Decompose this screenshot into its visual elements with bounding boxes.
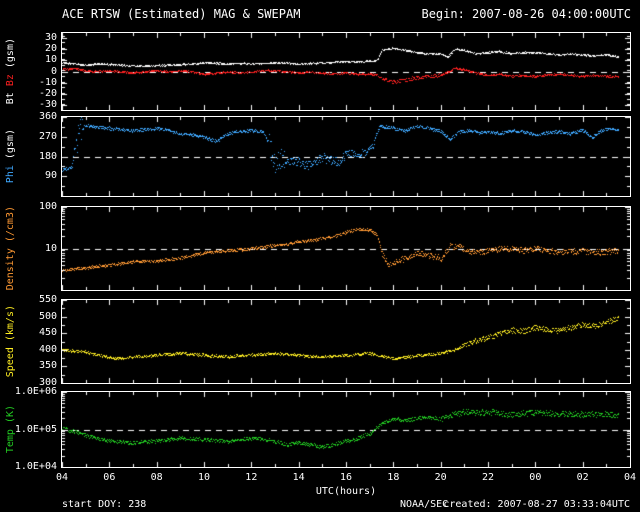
x-tick-label: 04 xyxy=(623,472,637,483)
y-tick-label: 450 xyxy=(38,327,57,339)
begin-timestamp: Begin: 2007-08-26 04:00:00UTC xyxy=(421,7,631,21)
y-tick-label: 500 xyxy=(38,310,57,322)
y-tick-label: 350 xyxy=(38,360,57,372)
x-tick-label: 18 xyxy=(387,472,400,483)
x-tick-label: 20 xyxy=(434,472,447,483)
y-tick-label: 0 xyxy=(50,65,57,77)
y-tick-label: 1.0E+04 xyxy=(14,461,57,472)
y-tick-label: 360 xyxy=(38,111,57,122)
y-tick-label: 100 xyxy=(38,201,57,212)
panel-speed-canvas xyxy=(62,300,630,383)
y-tick-label: 10 xyxy=(44,54,57,66)
y-tick-label: 1.0E+06 xyxy=(14,386,57,397)
panel-bt-bz-canvas xyxy=(62,33,630,110)
x-tick-label: 10 xyxy=(197,472,211,483)
x-tick-label: 14 xyxy=(292,472,305,483)
x-tick-label: 16 xyxy=(339,472,353,483)
x-tick-label: 06 xyxy=(103,472,116,483)
y-tick-label: 1.0E+05 xyxy=(14,423,57,435)
x-tick-label: 12 xyxy=(245,472,258,483)
y-tick-label: 10 xyxy=(44,242,57,254)
y-tick-label: -10 xyxy=(38,76,57,88)
agency-label: NOAA/SEC xyxy=(400,499,449,510)
x-tick-label: 00 xyxy=(529,472,542,483)
y-tick-label: -30 xyxy=(38,99,57,111)
x-tick-label: 08 xyxy=(150,472,163,483)
y-tick-label: 300 xyxy=(38,377,57,388)
plot-title: ACE RTSW (Estimated) MAG & SWEPAM xyxy=(62,7,301,21)
y-tick-label: 90 xyxy=(44,170,57,182)
x-tick-label: 02 xyxy=(576,472,589,483)
panel-phi-canvas xyxy=(62,117,630,196)
created-timestamp: created: 2007-08-27 03:33:04UTC xyxy=(443,499,630,510)
x-tick-label: 22 xyxy=(481,472,495,483)
y-tick-label: 550 xyxy=(38,294,57,305)
y-tick-label: 20 xyxy=(44,42,57,54)
start-doy-label: start DOY: 238 xyxy=(62,499,147,510)
y-tick-label: 180 xyxy=(38,150,57,162)
panel-density-canvas xyxy=(62,207,630,290)
x-axis-title: UTC(hours) xyxy=(315,486,377,497)
y-tick-label: 400 xyxy=(38,343,57,355)
y-tick-label: 270 xyxy=(38,130,57,142)
x-tick-label: 04 xyxy=(55,472,69,483)
y-tick-label: 30 xyxy=(44,31,57,43)
panel-temp-canvas xyxy=(62,392,630,467)
y-tick-label: -20 xyxy=(38,88,57,100)
